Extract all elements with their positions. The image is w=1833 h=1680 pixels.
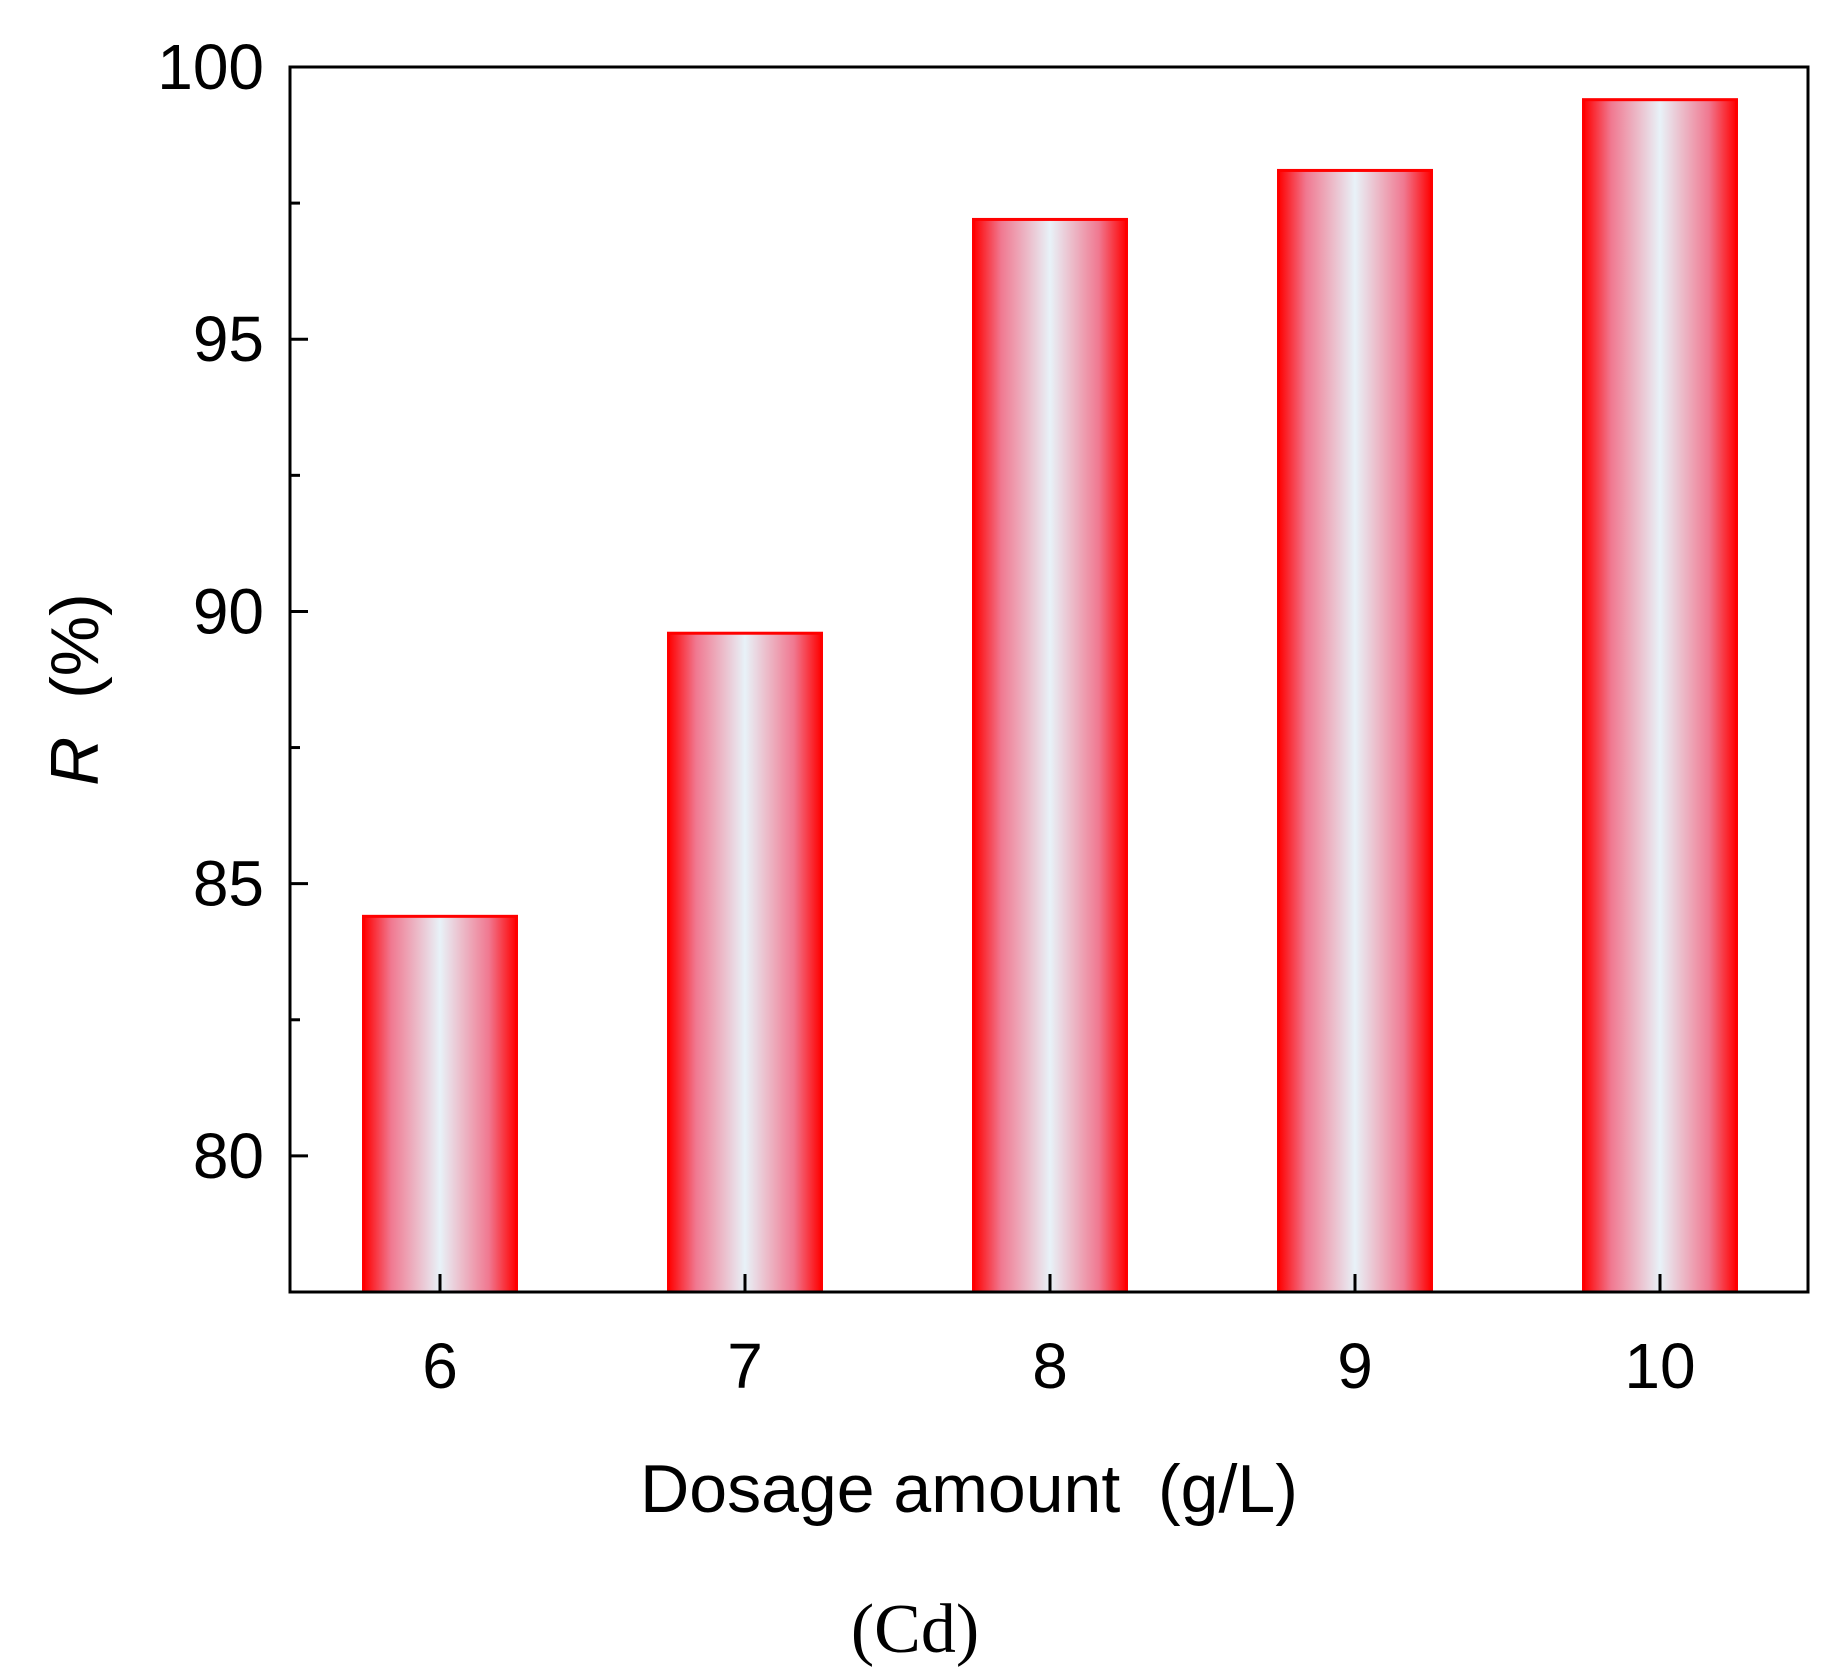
bar-10 [1582, 98, 1738, 1294]
y-axis-title-italic: R [37, 737, 113, 786]
x-axis-title: Dosage amount (g/L) [640, 1451, 1298, 1527]
y-tick-label: 100 [157, 31, 264, 103]
bar-9 [1277, 168, 1433, 1294]
x-tick-labels: 6 7 8 9 10 [422, 1330, 1695, 1402]
axis-ticks [290, 65, 1662, 1292]
x-tick-label: 8 [1032, 1330, 1068, 1402]
bars [362, 98, 1738, 1294]
y-axis-title-unit: (%) [37, 593, 113, 737]
x-tick-label: 7 [727, 1330, 763, 1402]
figure-caption: (Cd) [851, 1591, 979, 1668]
bar-8 [972, 217, 1128, 1294]
bar-7 [667, 631, 823, 1294]
y-tick-label: 95 [193, 303, 264, 375]
y-axis-title: R (%) [37, 593, 113, 786]
x-tick-label: 10 [1624, 1330, 1695, 1402]
x-tick-label: 6 [422, 1330, 458, 1402]
y-tick-labels: 80 85 90 95 100 [157, 31, 264, 1192]
y-tick-label: 80 [193, 1120, 264, 1192]
y-tick-label: 85 [193, 848, 264, 920]
bar-6 [362, 914, 518, 1294]
x-tick-label: 9 [1337, 1330, 1373, 1402]
y-tick-label: 90 [193, 575, 264, 647]
